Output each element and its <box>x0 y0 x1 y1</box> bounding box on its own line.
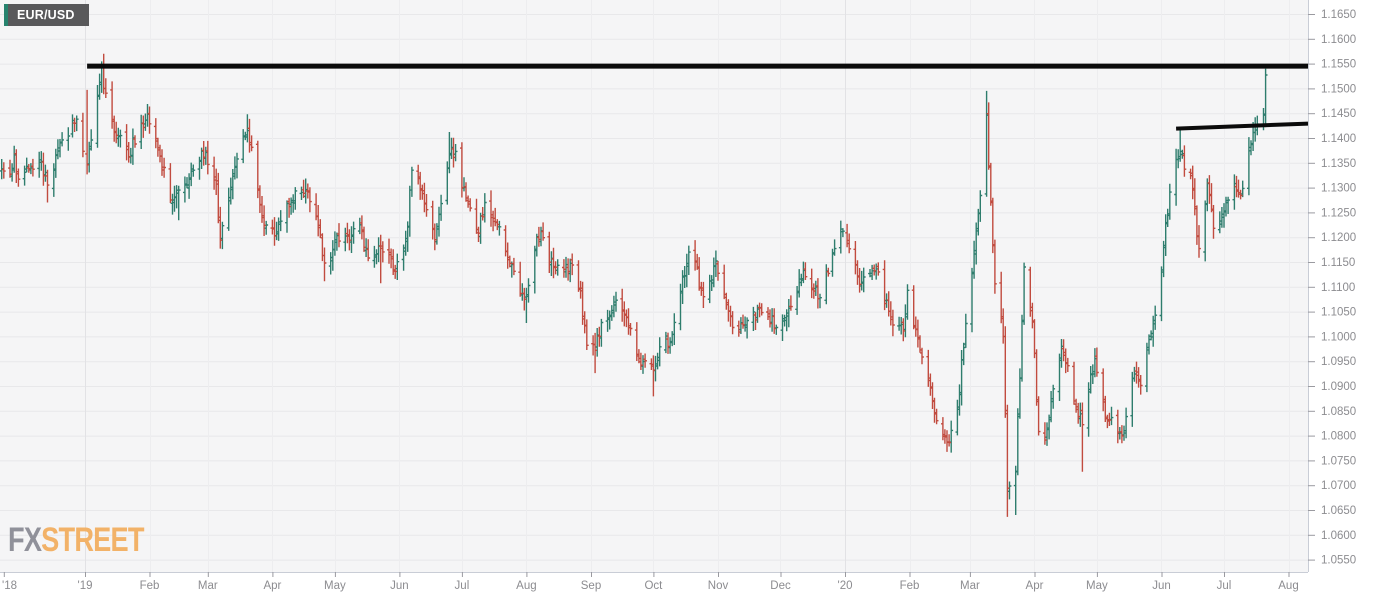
time-label: Aug <box>516 580 536 592</box>
instrument-label: EUR/USD <box>17 8 75 22</box>
time-label: '20 <box>838 580 853 592</box>
price-label: 1.0950 <box>1321 356 1356 368</box>
time-label: Feb <box>900 580 920 592</box>
time-label: Jul <box>455 580 470 592</box>
time-label: Feb <box>140 580 160 592</box>
price-label: 1.1400 <box>1321 133 1356 145</box>
price-label: 1.1450 <box>1321 108 1356 120</box>
time-label: Jul <box>1217 580 1232 592</box>
price-label: 1.1200 <box>1321 232 1356 244</box>
time-label: Aug <box>1278 580 1298 592</box>
price-label: 1.1300 <box>1321 183 1356 195</box>
price-label: 1.0800 <box>1321 431 1356 443</box>
price-label: 1.0850 <box>1321 406 1356 418</box>
time-label: '19 <box>78 580 93 592</box>
time-label: '18 <box>2 580 17 592</box>
time-label: Dec <box>770 580 791 592</box>
price-label: 1.0750 <box>1321 455 1356 467</box>
time-axis[interactable]: '18 '19 Feb Mar Apr May Jun Jul Aug Sep Oct Nov Dec '… <box>2 572 1299 592</box>
price-label: 1.1100 <box>1321 282 1355 294</box>
price-label: 1.0650 <box>1321 505 1356 517</box>
price-label: 1.1600 <box>1321 34 1356 46</box>
price-label: 1.1500 <box>1321 83 1356 95</box>
price-label: 1.1550 <box>1321 59 1356 71</box>
time-label: Apr <box>263 580 281 592</box>
price-label: 1.1350 <box>1321 158 1356 170</box>
price-label: 1.1250 <box>1321 207 1356 219</box>
time-label: Mar <box>960 580 980 592</box>
time-label: Mar <box>198 580 218 592</box>
ohlc-down-bars <box>1 53 1243 517</box>
price-label: 1.0600 <box>1321 530 1356 542</box>
price-axis[interactable]: 1.1650 1.1600 1.1550 1.1500 1.1450 1.1400 1.13… <box>1308 9 1356 567</box>
price-label: 1.1000 <box>1321 331 1356 343</box>
time-label: Apr <box>1026 580 1044 592</box>
time-label: Sep <box>581 580 601 592</box>
time-label: May <box>324 580 346 592</box>
instrument-badge: EUR/USD <box>4 4 89 26</box>
fxstreet-watermark: FXSTREET <box>8 521 144 560</box>
price-label: 1.0900 <box>1321 381 1356 393</box>
time-label: May <box>1086 580 1108 592</box>
time-label: Jun <box>390 580 409 592</box>
ohlc-bars <box>0 53 1268 517</box>
instrument-badge-accent <box>4 4 8 26</box>
price-label: 1.1650 <box>1321 9 1356 21</box>
time-label: Oct <box>644 580 663 592</box>
fxstreet-watermark-fx: FX <box>8 521 42 559</box>
grid-vertical <box>85 0 1290 572</box>
price-label: 1.1050 <box>1321 307 1356 319</box>
price-label: 1.0700 <box>1321 480 1356 492</box>
fxstreet-watermark-street: STREET <box>41 521 144 559</box>
time-label: Jun <box>1152 580 1171 592</box>
trendline-2[interactable] <box>1176 121 1309 131</box>
price-label: 1.1150 <box>1321 257 1355 269</box>
price-label: 1.0550 <box>1321 555 1356 567</box>
time-label: Nov <box>708 580 729 592</box>
